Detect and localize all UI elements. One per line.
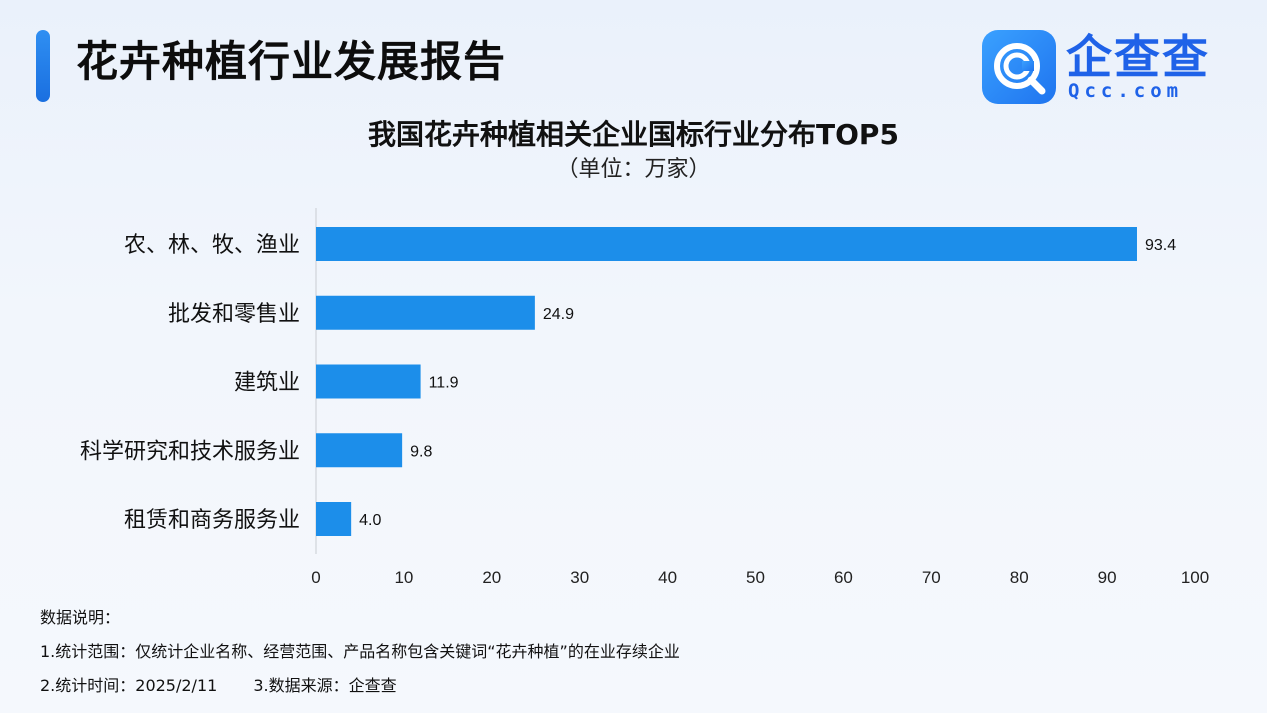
x-tick-label: 80 bbox=[1010, 568, 1029, 587]
x-tick-label: 40 bbox=[658, 568, 677, 587]
x-tick-label: 10 bbox=[394, 568, 413, 587]
category-label: 批发和零售业 bbox=[168, 302, 300, 327]
title-accent-bar bbox=[36, 30, 50, 102]
bar bbox=[316, 295, 535, 330]
x-tick-label: 30 bbox=[570, 568, 589, 587]
brand-logo: 企查查 Qcc.com bbox=[982, 28, 1222, 104]
data-label: 9.8 bbox=[410, 443, 432, 460]
page-title: 花卉种植行业发展报告 bbox=[76, 37, 507, 86]
x-tick-label: 20 bbox=[482, 568, 501, 587]
chart-title: 我国花卉种植相关企业国标行业分布TOP5 bbox=[368, 118, 899, 151]
bar bbox=[316, 364, 421, 399]
bar bbox=[316, 433, 403, 468]
x-tick-label: 50 bbox=[746, 568, 765, 587]
data-notes: 数据说明： 1.统计范围：仅统计企业名称、经营范围、产品名称包含关键词“花卉种植… bbox=[40, 604, 680, 706]
notes-line-1: 1.统计范围：仅统计企业名称、经营范围、产品名称包含关键词“花卉种植”的在业存续… bbox=[40, 642, 680, 661]
x-tick-label: 90 bbox=[1098, 568, 1117, 587]
qcc-magnifier-icon bbox=[982, 30, 1056, 104]
notes-source: 3.数据来源：企查查 bbox=[253, 676, 397, 695]
bar bbox=[316, 227, 1137, 261]
data-label: 24.9 bbox=[543, 306, 574, 323]
category-label: 科学研究和技术服务业 bbox=[80, 439, 300, 464]
chart-subtitle: （单位：万家） bbox=[556, 157, 711, 182]
notes-stat-time: 2.统计时间：2025/2/11 bbox=[40, 676, 218, 695]
category-label: 租赁和商务服务业 bbox=[124, 508, 300, 533]
notes-line-2: 2.统计时间：2025/2/11 3.数据来源：企查查 bbox=[40, 672, 680, 706]
x-tick-label: 100 bbox=[1181, 568, 1209, 587]
notes-heading: 数据说明： bbox=[40, 608, 121, 627]
x-tick-label: 0 bbox=[311, 568, 320, 587]
data-label: 93.4 bbox=[1145, 237, 1176, 254]
logo-text: 企查查 bbox=[1066, 30, 1210, 84]
x-tick-label: 70 bbox=[922, 568, 941, 587]
data-label: 11.9 bbox=[429, 375, 459, 392]
category-label: 农、林、牧、渔业 bbox=[124, 233, 300, 258]
logo-domain: Qcc.com bbox=[1068, 80, 1184, 102]
x-tick-label: 60 bbox=[834, 568, 853, 587]
bar bbox=[316, 502, 352, 536]
category-label: 建筑业 bbox=[234, 371, 300, 396]
data-label: 4.0 bbox=[359, 512, 381, 529]
